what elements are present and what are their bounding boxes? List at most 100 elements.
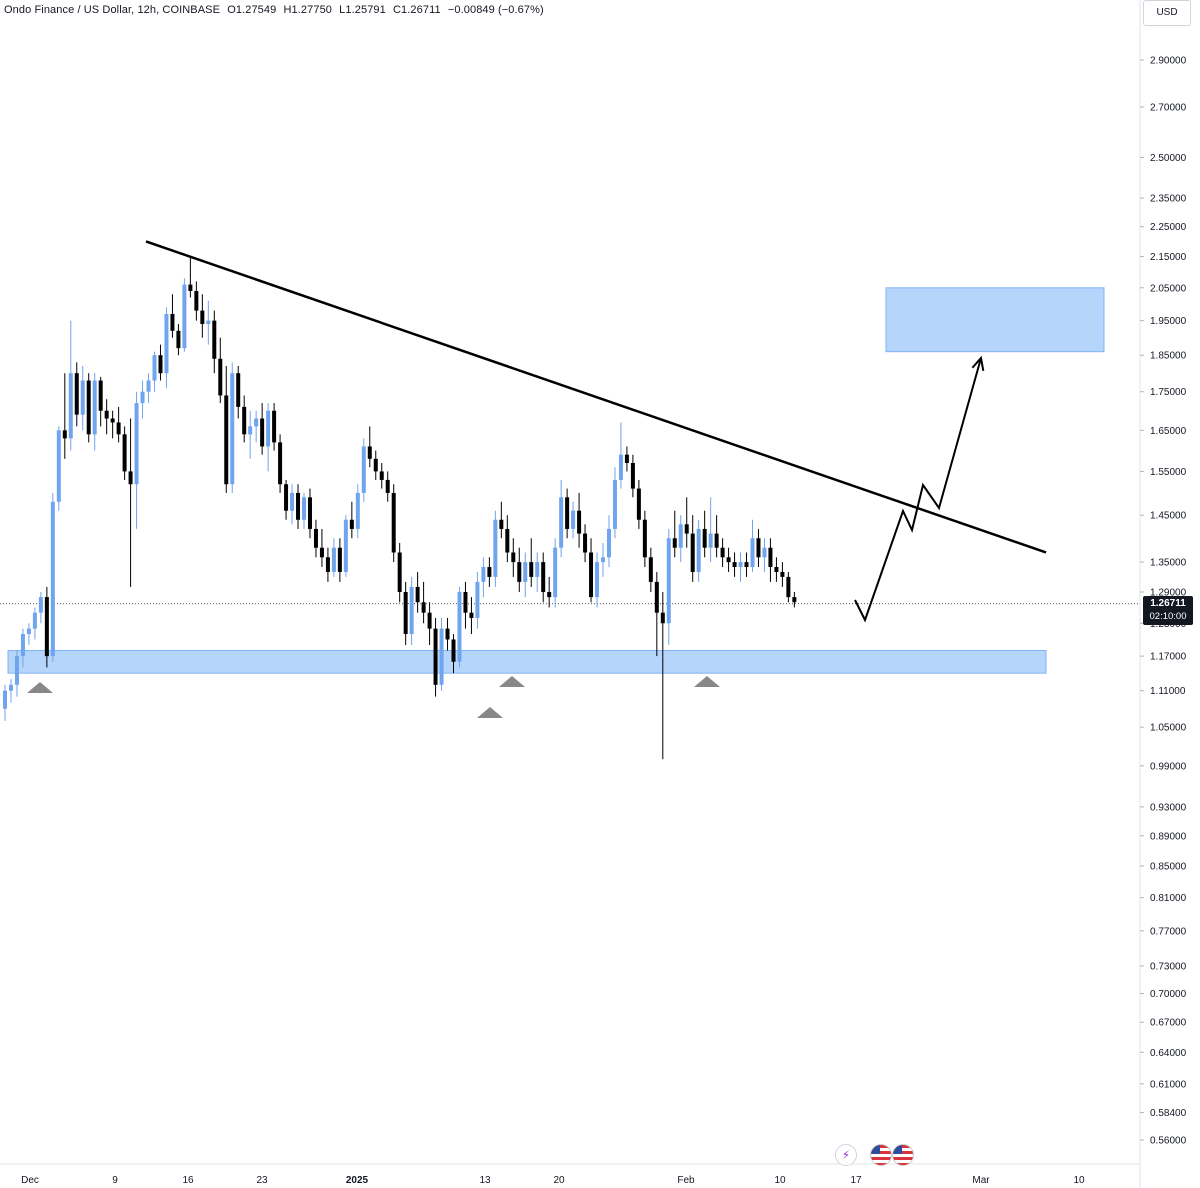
- price-tick-label: 1.75000: [1150, 387, 1187, 398]
- time-axis[interactable]: Dec 9 16 23 2025 13 20 Feb 10 17 Mar 10: [21, 1175, 1085, 1186]
- candle-body: [260, 418, 265, 447]
- candle-body: [3, 690, 7, 709]
- candle-body: [720, 547, 725, 558]
- candle-body: [313, 528, 318, 548]
- support-zone: [7, 650, 1047, 674]
- candle-body: [218, 358, 223, 396]
- candle-body: [397, 552, 402, 592]
- candle-body: [403, 591, 408, 635]
- candle-body: [654, 581, 659, 613]
- price-tick-label: 0.67000: [1150, 1018, 1187, 1029]
- candle-body: [684, 524, 689, 534]
- candle-body: [457, 591, 462, 662]
- candle-body: [146, 380, 151, 392]
- candle-body: [529, 562, 534, 577]
- candle-body: [170, 313, 175, 331]
- candle-body: [708, 533, 713, 548]
- last-price-value: 1.26711: [1150, 598, 1186, 609]
- candle-body: [762, 547, 767, 558]
- candle-body: [511, 552, 516, 563]
- candle-body: [176, 330, 181, 349]
- candle-body: [68, 373, 73, 439]
- time-tick-label: 10: [1073, 1175, 1085, 1186]
- candle-body: [206, 320, 211, 325]
- candle-body: [451, 639, 456, 662]
- last-price-tag: 1.26711 02:10:00: [1143, 596, 1193, 625]
- candle-body: [601, 557, 605, 563]
- price-tick-label: 1.55000: [1150, 467, 1187, 478]
- price-tick-label: 0.61000: [1150, 1079, 1187, 1090]
- time-tick-label: 16: [182, 1175, 194, 1186]
- price-tick-label: 2.35000: [1150, 194, 1187, 205]
- candle-body: [433, 628, 438, 685]
- candle-body: [158, 355, 163, 374]
- candle-body: [128, 471, 133, 485]
- candle-body: [738, 562, 743, 568]
- time-tick-label: Dec: [21, 1175, 39, 1186]
- projection-path: [854, 357, 982, 623]
- candle-body: [732, 562, 737, 568]
- candle-body: [505, 528, 510, 553]
- candle-body: [774, 567, 779, 572]
- candle-body: [499, 519, 504, 529]
- candle-body: [361, 446, 366, 493]
- candle-body: [642, 519, 647, 558]
- candle-body: [248, 426, 253, 435]
- ohlc-close: C1.26711: [393, 4, 441, 16]
- candle-body: [296, 492, 301, 520]
- candle-body: [307, 497, 312, 529]
- price-tick-label: 0.93000: [1150, 802, 1187, 813]
- candle-body: [38, 597, 43, 613]
- ohlc-open: O1.27549: [227, 4, 277, 16]
- candle-body: [32, 612, 37, 629]
- candle-body: [666, 538, 671, 624]
- us-flag-icon[interactable]: [892, 1144, 914, 1166]
- candle-body: [714, 533, 719, 548]
- price-tick-label: 2.15000: [1150, 252, 1187, 263]
- candle-body: [606, 528, 611, 558]
- candle-body: [756, 538, 761, 558]
- candle-body: [188, 284, 193, 292]
- price-tick-label: 1.11000: [1150, 686, 1186, 697]
- price-tick-label: 0.73000: [1150, 961, 1187, 972]
- candle-body: [577, 510, 582, 534]
- us-flag-icon[interactable]: [870, 1144, 892, 1166]
- candle-body: [104, 410, 109, 419]
- grid-lines: [0, 0, 1141, 1188]
- price-tick-label: 0.64000: [1150, 1048, 1187, 1059]
- price-tick-label: 2.25000: [1150, 222, 1187, 233]
- candle-body: [439, 628, 444, 685]
- candle-body: [355, 492, 360, 529]
- candle-body: [74, 373, 79, 415]
- candle-body: [254, 418, 259, 427]
- target-zone: [885, 287, 1105, 353]
- candle-body: [152, 355, 157, 381]
- candle-body: [750, 538, 755, 568]
- time-tick-label: Mar: [972, 1175, 990, 1186]
- time-tick-label: 20: [553, 1175, 565, 1186]
- candle-body: [648, 557, 653, 582]
- support-marker-triangle: [499, 676, 525, 687]
- candle-body: [469, 612, 474, 618]
- candle-body: [660, 612, 665, 624]
- candle-body: [624, 454, 629, 463]
- price-tick-label: 0.85000: [1150, 861, 1187, 872]
- candle-body: [463, 591, 468, 613]
- candle-body: [792, 597, 797, 603]
- currency-button[interactable]: USD: [1143, 0, 1191, 26]
- price-tick-label: 0.89000: [1150, 831, 1187, 842]
- candle-body: [595, 562, 600, 598]
- support-marker-triangle: [27, 682, 53, 693]
- ohlc-change: −0.00849 (−0.67%): [447, 4, 544, 16]
- candle-body: [786, 576, 791, 598]
- price-tick-label: 1.29000: [1150, 587, 1187, 598]
- candle-body: [337, 547, 342, 572]
- candle-body: [690, 533, 695, 572]
- price-tick-label: 0.58400: [1150, 1108, 1187, 1119]
- candle-body: [80, 380, 85, 415]
- candle-body: [62, 430, 67, 439]
- candle-body: [134, 403, 139, 485]
- time-tick-label: 2025: [346, 1175, 369, 1186]
- lightning-icon[interactable]: ⚡: [835, 1144, 857, 1166]
